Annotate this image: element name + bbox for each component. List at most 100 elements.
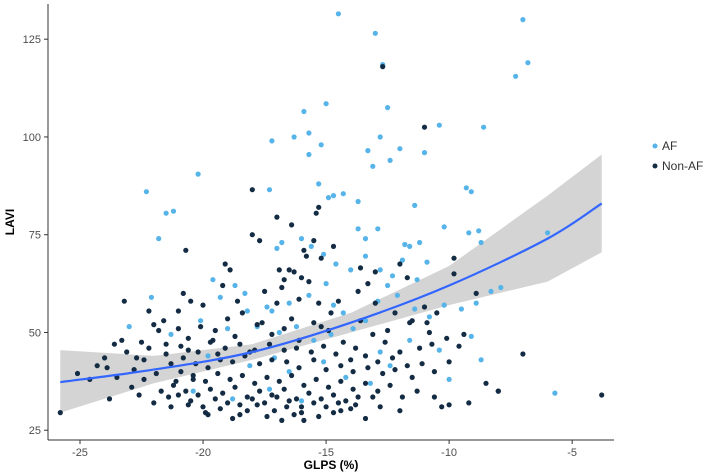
data-point [284,359,290,365]
data-point [353,345,359,351]
data-point [355,288,361,294]
data-point [473,290,479,296]
data-point [166,394,172,400]
data-point [431,394,437,400]
data-point [316,300,322,306]
data-point [421,124,428,130]
data-point [257,388,263,394]
data-point [242,290,248,296]
data-point [372,30,378,36]
data-point [264,413,270,420]
y-tick-label: 25 [29,425,41,437]
data-point [185,335,191,341]
data-point [291,134,297,140]
data-point [451,271,457,277]
data-point [446,376,452,382]
data-point [362,318,369,324]
data-point [205,365,211,371]
data-point [365,281,371,287]
data-point [372,269,378,275]
data-point [407,337,413,343]
data-point [303,253,309,259]
x-tick-label: -15 [318,447,334,459]
data-point [417,239,423,246]
data-point [311,337,317,343]
data-point [180,355,186,361]
data-point [156,327,162,334]
data-point [215,351,221,357]
data-point [330,243,337,249]
data-point [478,239,484,246]
y-tick-label: 50 [29,327,41,339]
data-point [94,363,100,369]
data-point [244,308,250,314]
data-point [404,363,410,369]
data-point [412,306,418,312]
data-point [269,308,275,314]
data-point [520,351,526,357]
data-point [286,369,292,375]
data-point [377,267,383,273]
data-point [198,318,204,324]
fit-line [60,202,603,384]
data-point [141,357,147,363]
data-point [183,247,189,253]
data-point [296,365,302,371]
data-point [129,384,135,390]
data-point [426,329,432,336]
data-point [274,214,280,220]
series-non-af [57,64,605,423]
data-point [293,324,300,330]
data-point [365,148,371,154]
data-point [377,404,383,410]
data-point [222,345,228,351]
data-point [298,275,305,281]
data-point [335,298,341,304]
data-point [414,277,420,283]
data-point [389,273,396,279]
y-tick-label: 100 [23,132,41,144]
data-point [338,408,344,414]
data-point [335,11,341,17]
x-tick-label: -25 [72,447,88,459]
data-point [183,388,189,394]
data-point [205,412,211,418]
data-point [436,122,442,128]
data-point [262,400,268,406]
data-point [175,308,181,314]
data-point [343,398,349,404]
data-point [217,406,223,412]
data-point [222,261,228,267]
data-point [429,341,435,347]
data-point [330,392,337,398]
data-point [385,282,391,289]
data-point [274,394,280,400]
legend-label-af: AF [662,139,677,153]
data-point [458,306,464,312]
data-point [301,382,307,388]
data-point [306,279,312,285]
data-point [330,193,337,199]
data-point [414,388,420,394]
data-point [269,138,275,144]
data-point [306,292,312,298]
data-point [230,415,236,422]
data-point [306,390,312,396]
data-point [173,378,179,384]
data-point [385,327,391,334]
data-point [281,386,287,392]
data-point [249,232,255,238]
data-point [57,410,63,416]
data-point [190,388,196,394]
data-point [348,406,354,412]
data-point [409,318,415,324]
data-point [323,404,329,410]
data-point [333,351,339,357]
data-point [316,181,322,187]
data-point [417,345,423,351]
data-point [138,339,145,345]
data-point [306,130,312,136]
data-point [397,146,403,152]
data-point [158,388,164,394]
data-point [271,408,277,414]
